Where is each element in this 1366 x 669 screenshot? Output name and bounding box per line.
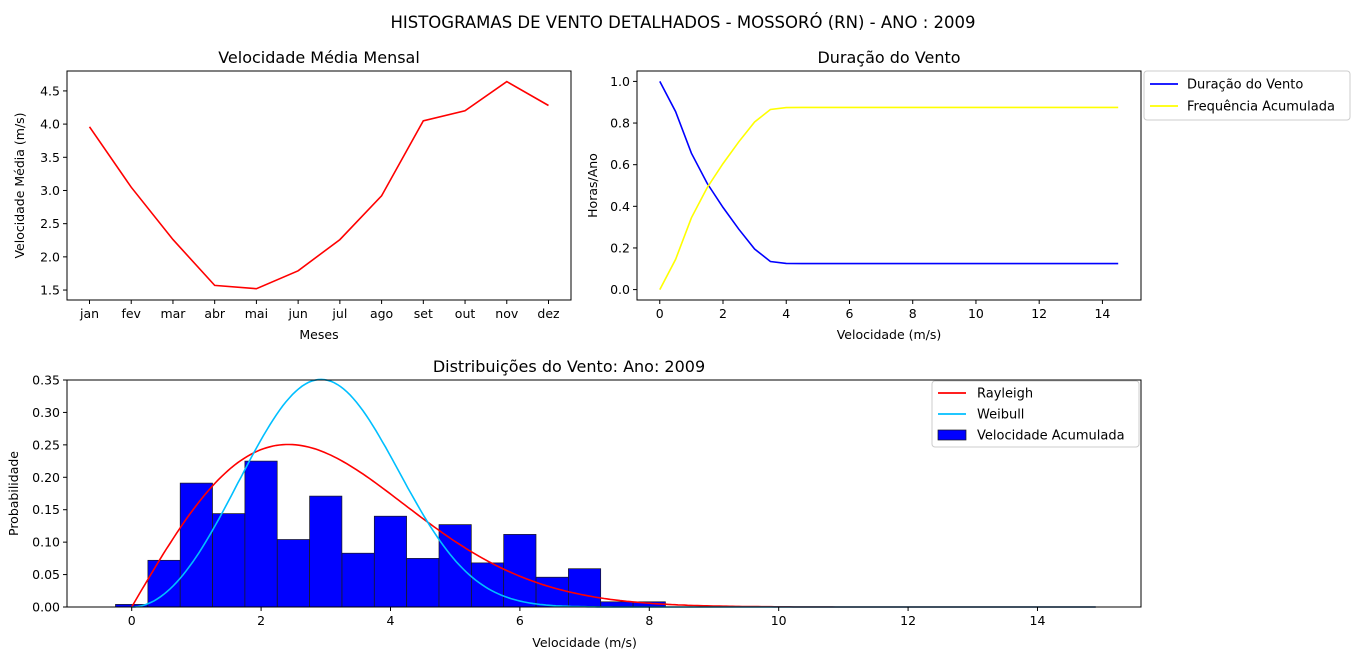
x-tick-label: 2 (719, 306, 727, 321)
y-tick-label: 0.6 (610, 157, 630, 172)
y-tick-label: 0.30 (32, 405, 60, 420)
x-tick-label: jan (79, 306, 99, 321)
histogram-bar (309, 495, 343, 608)
x-tick-label: 12 (1031, 306, 1047, 321)
histogram-bar (179, 482, 213, 608)
legend-box (1143, 70, 1351, 121)
histogram-bar (341, 552, 375, 608)
legend-label: Velocidade Acumulada (977, 429, 1125, 444)
x-tick-label: 8 (645, 613, 653, 628)
x-tick-label: 10 (771, 613, 787, 628)
y-tick-label: 3.5 (40, 150, 60, 165)
y-axis-label: Velocidade Média (m/s) (12, 112, 27, 258)
x-tick-label: 0 (128, 613, 136, 628)
legend-swatch (937, 429, 967, 441)
y-axis-label: Probabilidade (6, 451, 21, 536)
histogram-bar (503, 534, 537, 608)
monthly-speed-chart: 1.5 2.0 2.5 3.0 3.5 4.0 4.5 jan fev mar abr mai jun j… (12, 48, 572, 342)
legend-label: Weibull (977, 408, 1024, 423)
y-tick-label: 2.0 (40, 249, 60, 264)
axes-frame (66, 70, 572, 301)
x-tick-label: 2 (257, 613, 265, 628)
x-axis-label: Meses (299, 327, 338, 342)
y-tick-label: 0.20 (32, 470, 60, 485)
histogram-bar (276, 539, 310, 608)
x-tick-label: jun (287, 306, 307, 321)
x-tick-label: 10 (968, 306, 984, 321)
x-tick-label: ago (370, 306, 393, 321)
y-tick-label: 3.0 (40, 183, 60, 198)
x-tick-label: 8 (909, 306, 917, 321)
axes-frame (636, 70, 1142, 301)
x-axis-label: Velocidade (m/s) (532, 635, 637, 650)
wind-duration-chart: 0.0 0.2 0.4 0.6 0.8 1.0 0 2 4 6 8 10 12 14 Duração do … (585, 48, 1351, 342)
histogram-bar (438, 524, 472, 608)
histogram-bar (212, 513, 246, 608)
y-tick-label: 1.5 (40, 283, 60, 298)
legend-label: Duração do Vento (1187, 78, 1303, 93)
figure-title: HISTOGRAMAS DE VENTO DETALHADOS - MOSSOR… (390, 13, 975, 32)
histogram-bar (535, 576, 569, 608)
x-tick-label: mai (245, 306, 268, 321)
y-tick-label: 4.5 (40, 83, 60, 98)
y-tick-label: 0.0 (610, 282, 630, 297)
y-tick-label: 2.5 (40, 216, 60, 231)
y-tick-label: 0.10 (32, 535, 60, 550)
x-tick-label: mar (160, 306, 186, 321)
x-tick-label: 12 (900, 613, 916, 628)
x-tick-label: abr (204, 306, 226, 321)
legend-label: Rayleigh (977, 387, 1033, 402)
x-tick-label: 4 (782, 306, 790, 321)
histogram-bar (373, 515, 407, 608)
y-tick-label: 0.2 (610, 240, 630, 255)
monthly-speed-line (88, 80, 549, 290)
y-tick-label: 0.4 (610, 199, 630, 214)
chart-title: Distribuições do Vento: Ano: 2009 (433, 357, 705, 376)
axes-frame (66, 379, 1142, 608)
series-line (659, 81, 1119, 265)
x-tick-label: set (414, 306, 433, 321)
wind-distribution-chart: 0.00 0.05 0.10 0.15 0.20 0.25 0.30 0.35 0 2 4 6 8 10 1… (6, 357, 1142, 650)
x-tick-label: 0 (656, 306, 664, 321)
series-line (659, 106, 1119, 290)
x-tick-label: nov (495, 306, 519, 321)
x-tick-label: 14 (1094, 306, 1110, 321)
y-tick-label: 1.0 (610, 74, 630, 89)
histogram-bar (406, 558, 440, 608)
x-tick-label: 6 (516, 613, 524, 628)
x-tick-label: 4 (387, 613, 395, 628)
x-tick-label: dez (537, 306, 560, 321)
histogram-bar (244, 460, 278, 608)
y-tick-label: 0.05 (32, 567, 60, 582)
y-tick-label: 0.00 (32, 600, 60, 615)
histogram-bar (471, 562, 505, 608)
y-tick-label: 0.25 (32, 437, 60, 452)
x-tick-label: out (455, 306, 476, 321)
x-axis-label: Velocidade (m/s) (837, 327, 942, 342)
x-tick-label: jul (331, 306, 347, 321)
x-tick-label: 6 (846, 306, 854, 321)
legend-label: Frequência Acumulada (1187, 100, 1335, 115)
y-tick-label: 0.15 (32, 502, 60, 517)
x-tick-label: fev (121, 306, 141, 321)
y-tick-label: 0.35 (32, 373, 60, 388)
x-tick-label: 14 (1030, 613, 1046, 628)
chart-title: Duração do Vento (817, 48, 960, 67)
histogram-bar (568, 568, 602, 608)
y-tick-label: 0.8 (610, 116, 630, 131)
y-axis-label: Horas/Ano (585, 153, 600, 218)
legend-box (931, 380, 1140, 448)
chart-title: Velocidade Média Mensal (218, 48, 420, 67)
y-tick-label: 4.0 (40, 117, 60, 132)
